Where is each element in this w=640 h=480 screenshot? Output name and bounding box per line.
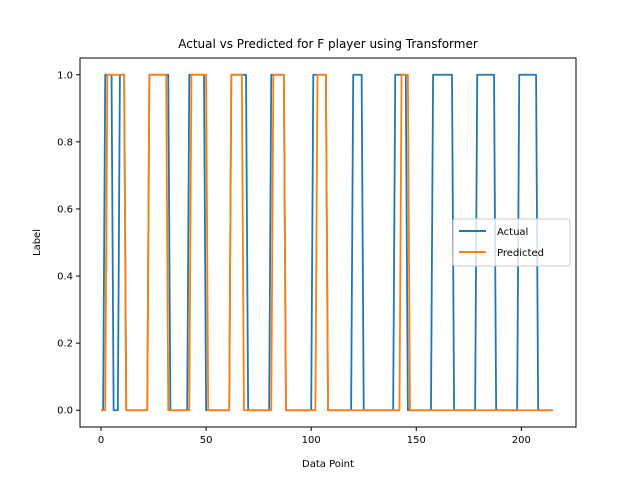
- x-axis-label: Data Point: [302, 459, 354, 470]
- legend-label-actual: Actual: [497, 227, 528, 238]
- legend-label-predicted: Predicted: [497, 248, 544, 259]
- x-tick-label: 150: [407, 435, 426, 446]
- y-tick-label: 0.4: [57, 272, 73, 283]
- y-tick-label: 0.0: [57, 406, 73, 417]
- x-tick-label: 200: [512, 435, 531, 446]
- series-line-predicted: [101, 73, 553, 412]
- plot-frame: [79, 57, 577, 428]
- x-axis-ticks: 0 50 100 150 200: [98, 427, 531, 446]
- y-axis-ticks: 0.0 0.2 0.4 0.6 0.8 1.0: [57, 70, 80, 417]
- y-tick-label: 0.6: [57, 204, 73, 215]
- y-tick-label: 0.8: [57, 137, 73, 148]
- legend: Actual Predicted: [452, 218, 571, 267]
- x-tick-label: 100: [302, 435, 321, 446]
- plot-lines: [101, 73, 553, 412]
- y-axis-label: Label: [32, 229, 43, 256]
- y-tick-label: 0.2: [57, 339, 73, 350]
- x-tick-label: 0: [98, 435, 104, 446]
- chart-title: Actual vs Predicted for F player using T…: [178, 37, 478, 51]
- x-tick-label: 50: [200, 435, 213, 446]
- y-tick-label: 1.0: [57, 70, 73, 81]
